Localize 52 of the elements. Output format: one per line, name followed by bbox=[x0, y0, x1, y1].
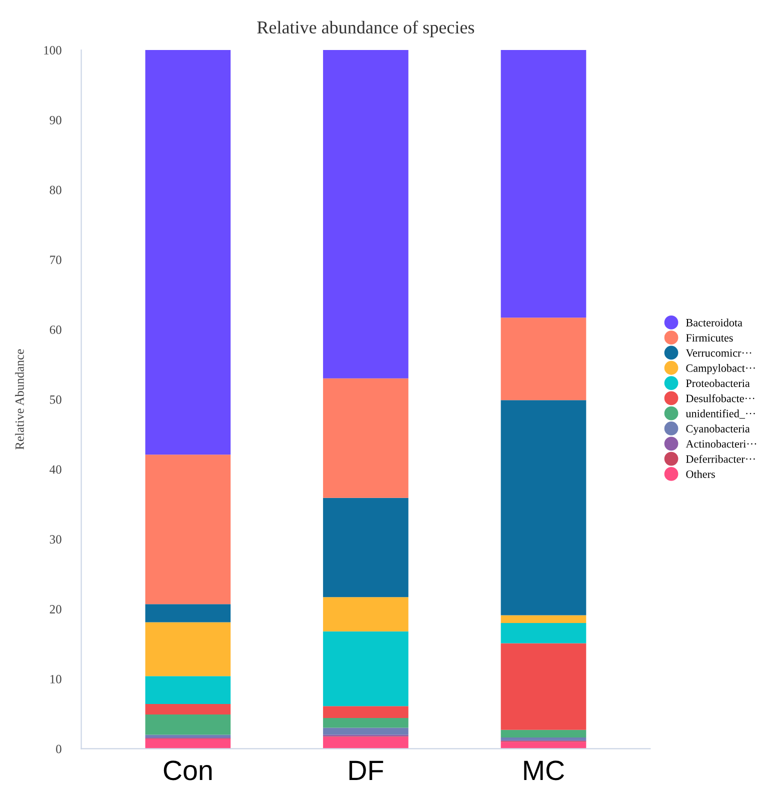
y-tick-label: 10 bbox=[50, 674, 62, 684]
bar bbox=[145, 676, 231, 704]
legend-label: Deferribacter··· bbox=[686, 454, 755, 463]
bar bbox=[145, 704, 231, 715]
bar bbox=[323, 736, 408, 749]
y-tick-label: 20 bbox=[50, 605, 62, 614]
y-axis-title: Relative Abundance bbox=[15, 349, 24, 450]
bar bbox=[145, 622, 231, 676]
y-tick-label: 80 bbox=[50, 186, 62, 194]
bar bbox=[323, 50, 408, 378]
legend-label: unidentified_··· bbox=[686, 409, 755, 419]
y-tick-label: 90 bbox=[50, 116, 62, 124]
chart-title: Relative abundance of species bbox=[257, 20, 474, 38]
bar bbox=[145, 604, 231, 622]
bar bbox=[323, 631, 408, 706]
legend-label: Cyanobacteria bbox=[686, 424, 750, 435]
bar bbox=[500, 643, 586, 730]
bar bbox=[500, 50, 586, 318]
x-tick-label: DF bbox=[349, 760, 384, 780]
bar bbox=[145, 454, 231, 604]
bar bbox=[500, 730, 586, 738]
bar bbox=[145, 50, 231, 455]
legend-label: Bacteroidota bbox=[686, 318, 742, 326]
bar bbox=[323, 706, 408, 718]
bar bbox=[500, 622, 586, 644]
x-tick-label: Con bbox=[164, 760, 212, 780]
bar bbox=[145, 714, 231, 735]
bar bbox=[323, 728, 408, 735]
legend-label: Firmicutes bbox=[686, 334, 733, 342]
x-tick-label: MC bbox=[524, 760, 564, 780]
bar bbox=[500, 318, 586, 400]
legend-label: Desulfobacte··· bbox=[686, 394, 754, 402]
bar bbox=[500, 615, 586, 623]
y-tick-label: 70 bbox=[50, 256, 62, 264]
legend-label: Actinobacteri··· bbox=[686, 440, 756, 448]
bar bbox=[145, 738, 231, 749]
y-tick-label: 100 bbox=[44, 46, 62, 54]
bar bbox=[500, 738, 586, 740]
legend-label: Others bbox=[686, 470, 715, 478]
y-tick-label: 50 bbox=[50, 395, 62, 404]
y-tick-label: 0 bbox=[56, 744, 62, 754]
y-tick-label: 60 bbox=[50, 326, 62, 334]
legend-label: Campylobact··· bbox=[686, 364, 755, 374]
legend-label: Verrucomicr··· bbox=[686, 349, 752, 357]
bar bbox=[323, 498, 408, 598]
bar bbox=[500, 400, 586, 616]
y-tick-label: 30 bbox=[50, 535, 62, 544]
bar bbox=[323, 597, 408, 632]
bar bbox=[323, 718, 408, 728]
y-tick-label: 40 bbox=[50, 465, 62, 474]
bar bbox=[323, 378, 408, 498]
legend-label: Proteobacteria bbox=[686, 379, 750, 388]
